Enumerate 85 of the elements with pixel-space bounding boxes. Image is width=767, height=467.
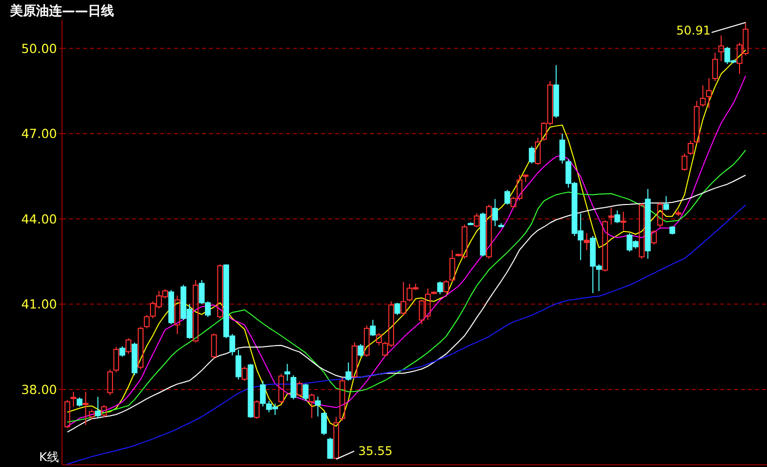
candlestick [584,232,590,251]
candlestick [638,202,645,260]
candlestick [706,78,712,109]
candlestick [346,362,352,382]
candlestick [94,396,101,418]
y-tick-label: 41.00 [21,296,58,312]
candlestick [559,133,566,164]
candlestick [486,204,492,260]
candlestick [70,391,76,408]
candlestick [119,346,126,358]
candlestick [248,363,254,418]
candlestick [174,295,180,335]
candlestick [682,153,688,172]
candlestick [64,399,70,429]
candlestick [620,211,626,231]
candlestick [376,332,382,346]
candlestick [718,35,724,62]
candlestick [651,230,657,245]
annotation: 35.55 [358,444,393,458]
candlestick [132,342,138,376]
candlestick [443,280,450,294]
y-tick-label: 47.00 [21,126,58,142]
candlestick [314,396,321,417]
candlestick [480,212,486,257]
candlestick [468,222,474,226]
y-tick-label: 50.00 [21,40,58,56]
candlestick [522,174,529,182]
candlestick [553,64,560,118]
candlestick [712,52,718,82]
candlestick [254,400,260,420]
candlestick [669,226,676,236]
line-series [66,204,746,465]
candlestick [290,374,296,400]
candlestick [694,100,700,144]
candlestick [284,363,290,382]
candlestick [474,212,480,228]
candlestick [107,369,113,396]
candlestick [101,404,107,418]
candlestick [400,282,406,316]
candlestick [700,84,706,108]
candlestick [302,383,309,402]
candlestick [364,325,370,358]
candlestick [88,408,95,420]
candlestick [168,289,174,325]
candlestick [113,346,120,373]
candlestick [504,189,510,206]
candlestick [676,210,682,217]
candlestick [352,342,358,379]
candlestick [528,146,535,164]
candlestick [339,378,346,422]
candlestick [608,207,614,226]
candlestick [437,280,443,295]
candlestick [126,338,132,354]
candlestick [138,326,144,370]
candlestick [321,412,327,436]
candlestick [327,437,333,460]
candlestick [602,220,608,272]
y-tick-label: 44.00 [21,211,58,226]
candlestick [449,250,456,282]
candlestick [236,349,242,380]
candlestick [278,373,284,404]
candlestick [498,222,504,228]
candlestick [242,366,248,382]
candlestick [76,396,82,408]
candlestick [296,381,302,398]
candlestick [688,140,694,156]
candlestick [82,391,89,426]
candlestick [492,198,498,227]
candlestick [217,264,223,319]
candlestick [644,188,651,260]
candlestick [614,210,620,224]
candlestick [308,393,315,419]
candlestick [370,319,376,337]
candlestick [333,416,340,460]
candlestick [534,137,541,166]
candlestick [358,343,364,358]
y-tick-label: 38.00 [21,382,58,397]
candlestick [657,201,663,228]
text: K线 [39,450,59,464]
candlestick [663,196,670,211]
candlestick [211,332,217,359]
chart-title: 美原油连——日线 [9,3,114,19]
candlestick [394,302,400,316]
candlestick [192,280,199,344]
annotation: 50.91 [676,23,711,38]
